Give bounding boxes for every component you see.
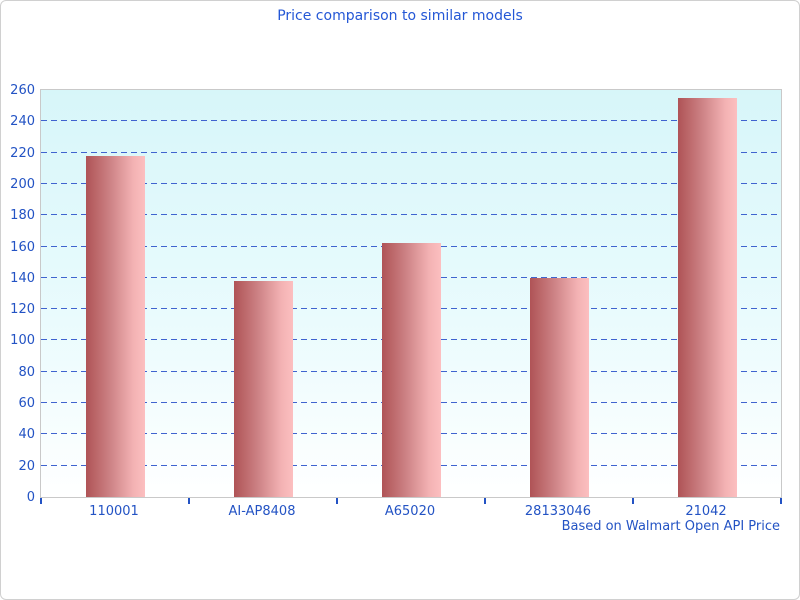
x-axis-tick — [780, 498, 782, 504]
y-tick-label-60: 60 — [18, 396, 35, 412]
chart-title: Price comparison to similar models — [277, 8, 523, 24]
gridline-240 — [41, 120, 781, 122]
y-tick-label-160: 160 — [10, 239, 35, 255]
y-tick-label-220: 220 — [10, 145, 35, 161]
x-axis-tick — [188, 498, 190, 504]
y-tick-label-260: 260 — [10, 83, 35, 98]
y-tick-label-140: 140 — [10, 270, 35, 286]
x-axis-tick — [484, 498, 486, 504]
chart-footnote: Based on Walmart Open API Price — [561, 519, 780, 534]
y-tick-label-40: 40 — [18, 427, 35, 443]
y-tick-label-180: 180 — [10, 208, 35, 224]
gridline-200 — [41, 182, 781, 184]
y-tick-label-120: 120 — [10, 302, 35, 318]
gridline-220 — [41, 151, 781, 153]
x-tick-label-AI-AP8408: AI-AP8408 — [228, 504, 296, 519]
y-tick-label-20: 20 — [18, 458, 35, 474]
x-tick-label-21042: 21042 — [685, 504, 727, 519]
y-tick-label-80: 80 — [18, 364, 35, 380]
x-axis-tick — [40, 498, 42, 504]
x-tick-label-110001: 110001 — [89, 504, 139, 519]
x-axis-labels: 110001 AI-AP8408 A65020 28133046 21042 — [40, 504, 782, 520]
x-axis-tick — [336, 498, 338, 504]
bar-21042 — [677, 97, 737, 497]
bar-A65020 — [381, 243, 441, 497]
bar-28133046 — [529, 277, 589, 497]
x-axis-tick — [632, 498, 634, 504]
y-tick-label-100: 100 — [10, 333, 35, 349]
bar-AI-AP8408 — [233, 280, 293, 497]
x-tick-label-A65020: A65020 — [384, 504, 436, 519]
gridline-180 — [41, 214, 781, 216]
x-tick-label-28133046: 28133046 — [524, 504, 592, 519]
y-tick-label-0: 0 — [26, 490, 35, 505]
y-tick-label-240: 240 — [10, 114, 35, 130]
plot-area — [40, 89, 782, 504]
y-axis-labels: 0 20 40 60 80 100 120 140 160 180 200 220 240 260 — [1, 84, 35, 505]
bar-110001 — [85, 155, 145, 497]
y-tick-label-200: 200 — [10, 176, 35, 192]
